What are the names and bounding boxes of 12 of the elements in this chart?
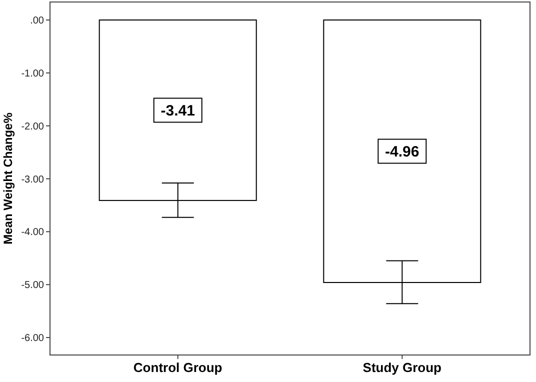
y-tick-label: .00 — [30, 15, 44, 26]
y-axis-title: Mean Weight Change% — [1, 112, 15, 244]
x-tick-label: Control Group — [133, 360, 222, 375]
x-tick-label: Study Group — [362, 360, 442, 375]
y-tick-label: -2.00 — [21, 121, 44, 132]
y-tick-label: -4.00 — [21, 227, 44, 238]
data-label: -4.96 — [385, 143, 420, 160]
y-tick-label: -6.00 — [21, 333, 44, 344]
y-tick-label: -5.00 — [21, 280, 44, 292]
data-label: -3.41 — [160, 102, 195, 120]
y-tick-label: -1.00 — [21, 68, 44, 80]
y-tick-label: -3.00 — [21, 174, 44, 186]
